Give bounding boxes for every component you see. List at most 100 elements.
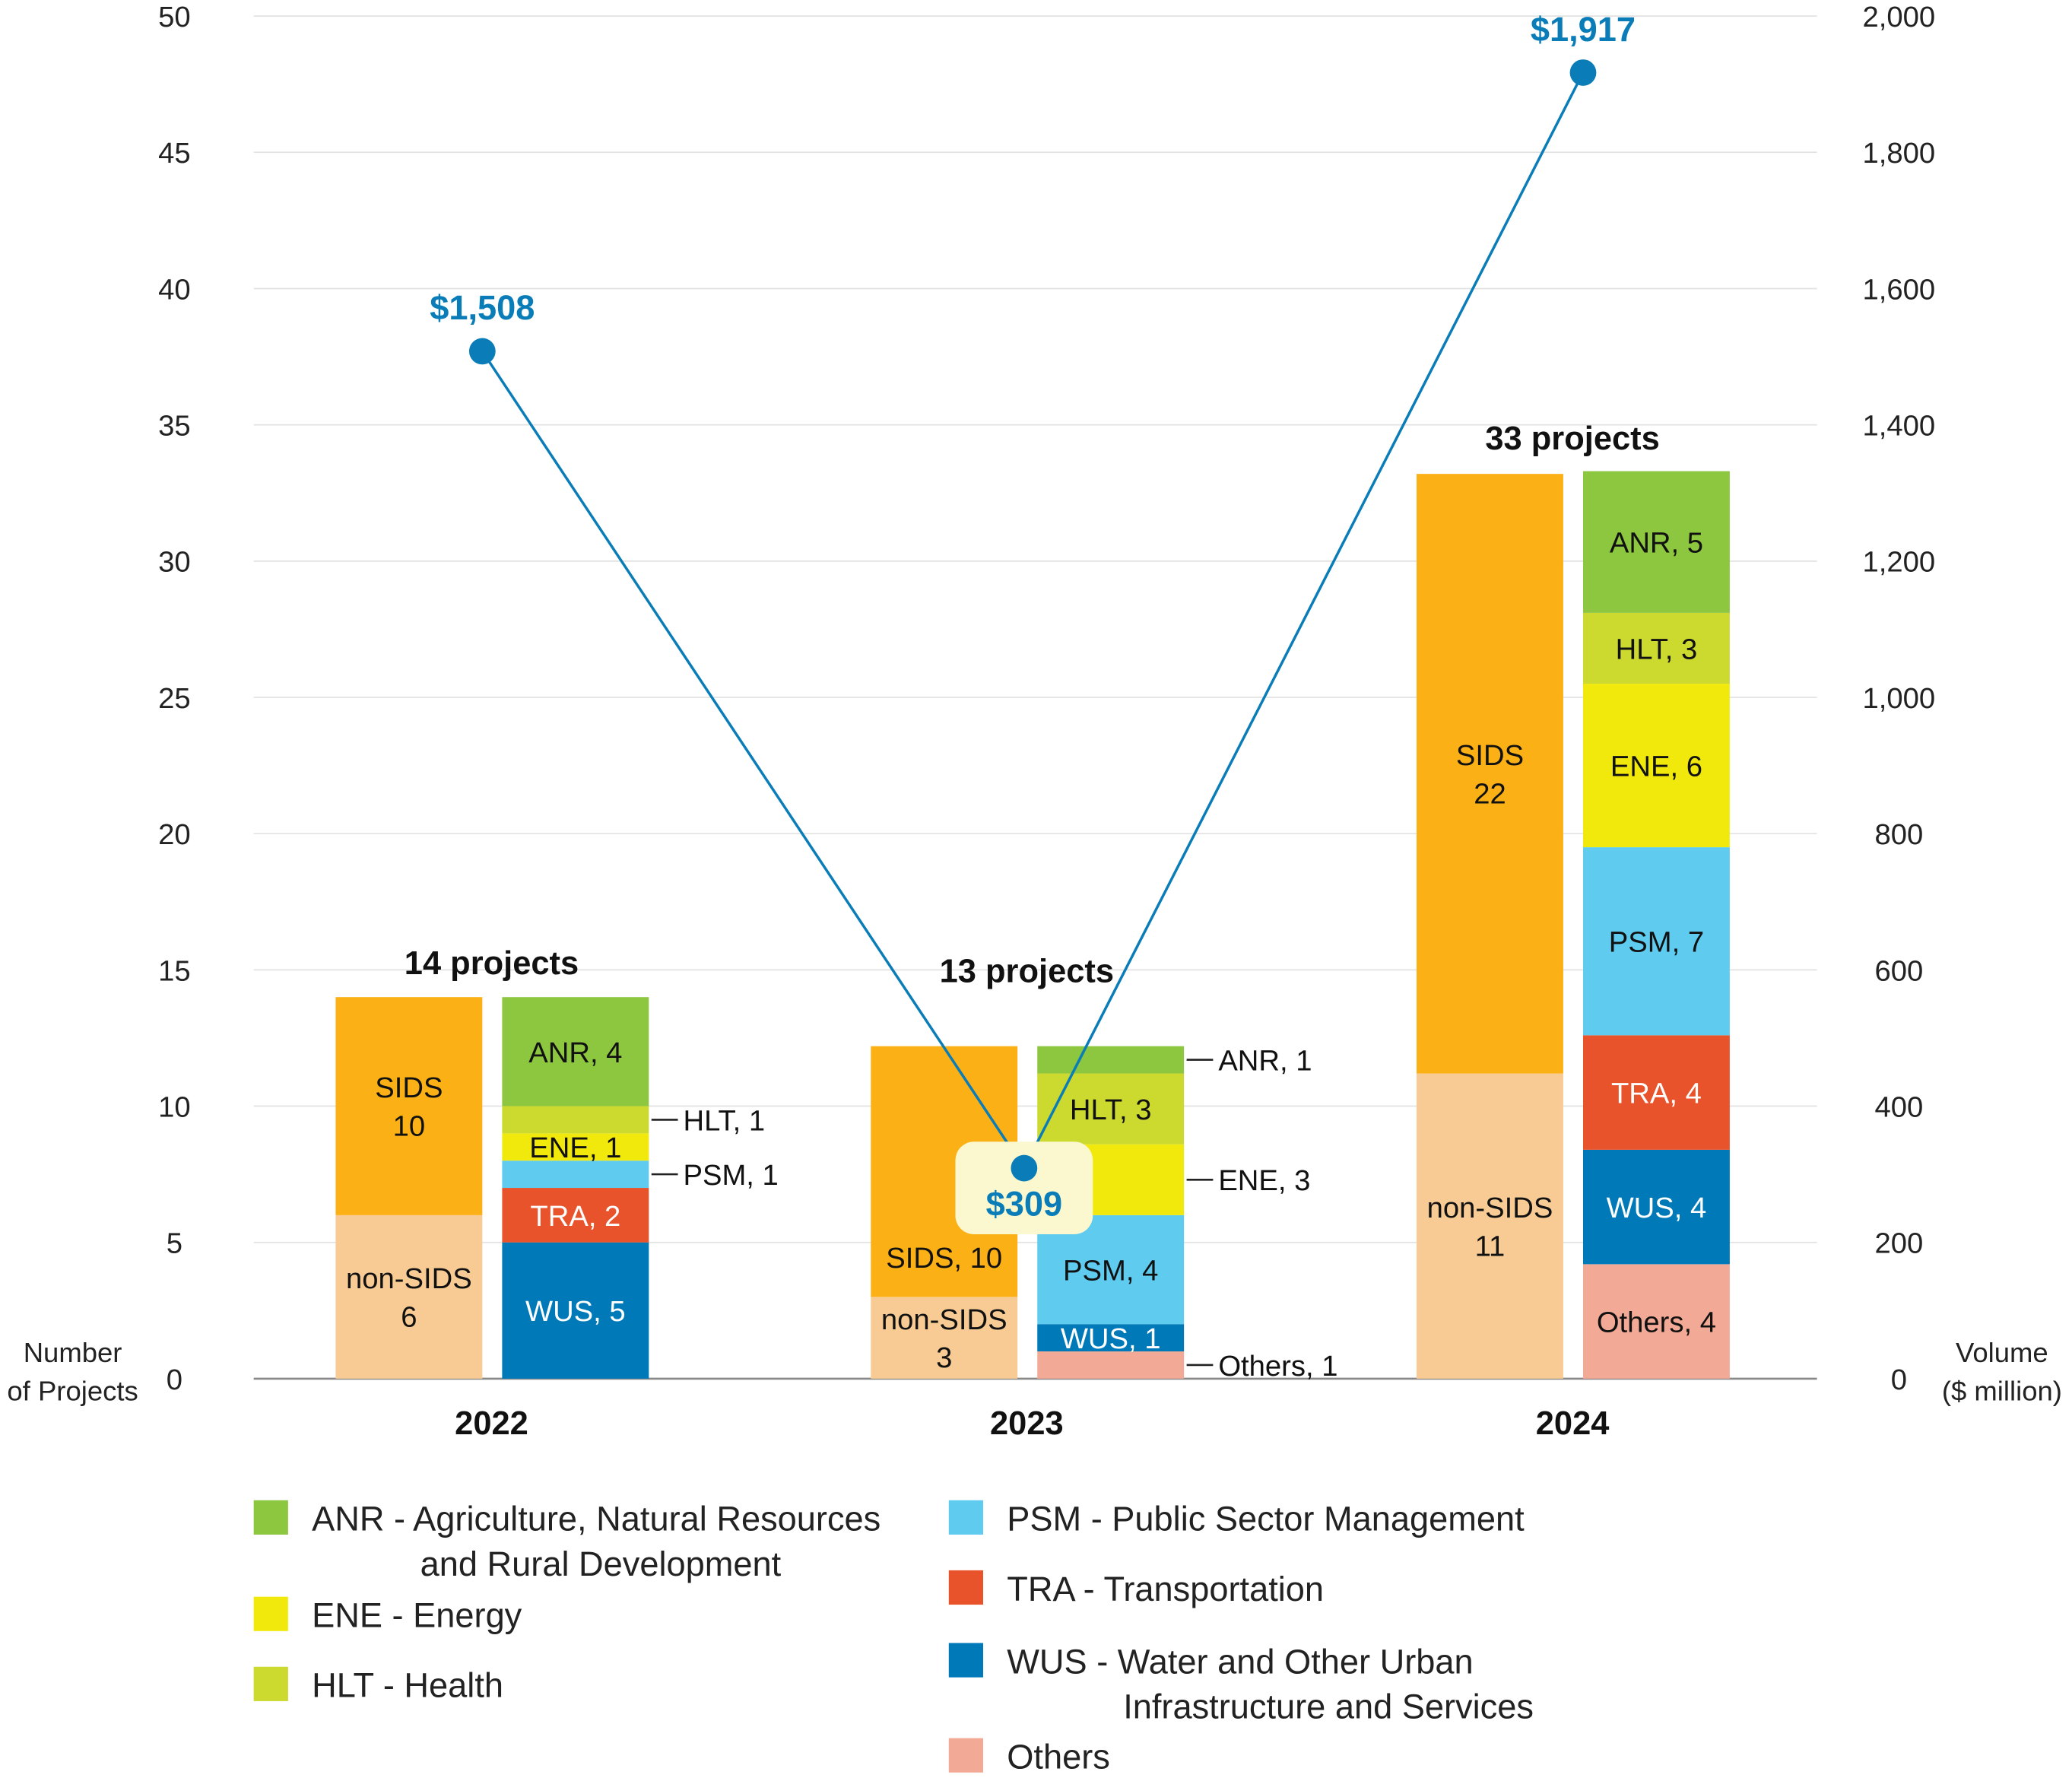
left-tick-label: 10 (158, 1091, 191, 1123)
left-tick-label-line: 50 (158, 1, 191, 33)
bar-label: TRA, 2 (530, 1200, 620, 1233)
bar-label-line: WUS, 4 (1607, 1192, 1707, 1224)
year-label-line: 2023 (990, 1405, 1064, 1442)
bar-label: non-SIDS 6 (346, 1262, 472, 1333)
bar-label-line: ANR, 4 (528, 1037, 622, 1069)
left-tick-label-line: 0 (167, 1364, 182, 1396)
bar-segment-tra (502, 1188, 649, 1243)
legend-label: ANR - Agriculture, Natural Resources (312, 1500, 881, 1538)
bar-label-line: SIDS, 10 (886, 1242, 1002, 1275)
bar-segment-psm (502, 1160, 649, 1189)
left-tick-label: 20 (158, 818, 191, 851)
right-axis-label: Volume ($ million) (1942, 1337, 2062, 1406)
bar-segment-non-sids (871, 1297, 1018, 1379)
total-projects-label-line: 14 projects (405, 945, 579, 982)
left-tick-label-line: 35 (158, 410, 191, 443)
bar-label: HLT, 3 (1070, 1094, 1152, 1126)
right-tick-label-line: 400 (1874, 1091, 1923, 1123)
legend-label: TRA - Transportation (1007, 1570, 1324, 1608)
right-tick-label-line: 1,600 (1863, 273, 1936, 306)
volume-value-label-line: $1,508 (430, 288, 535, 327)
right-tick-label: 0 (1891, 1364, 1907, 1396)
bar-segment-sids (1417, 474, 1563, 1074)
legend-label-line: TRA - Transportation (1007, 1570, 1324, 1608)
callout-label-line: ANR, 1 (1218, 1045, 1312, 1078)
legend-swatch-tra (948, 1570, 983, 1605)
legend-swatch-wus (948, 1643, 983, 1678)
left-tick-label-line: 40 (158, 273, 191, 306)
left-tick-label: 35 (158, 410, 191, 443)
bar-segment-non-sids (1417, 1073, 1563, 1379)
volume-value-label: $309 (986, 1185, 1063, 1224)
left-tick-label: 25 (158, 682, 191, 715)
volume-value-label-line: $1,917 (1531, 10, 1636, 49)
bar-segment-psm (1582, 847, 1730, 1036)
volume-point (468, 338, 496, 365)
legend-label-line: ENE - Energy (312, 1596, 522, 1635)
year-label-line: 2024 (1536, 1405, 1610, 1442)
bar-segment-sids (335, 997, 483, 1215)
legend-label-continued: and Rural Development (420, 1545, 782, 1583)
left-axis-label-line: Number (24, 1337, 122, 1368)
legend-label-continued: Infrastructure and Services (1123, 1688, 1534, 1726)
bar-label: Others, 4 (1597, 1307, 1716, 1339)
right-axis-label-line: ($ million) (1942, 1376, 2062, 1407)
legend-label: WUS - Water and Other Urban (1007, 1642, 1473, 1681)
total-projects-label-line: 33 projects (1485, 421, 1659, 457)
bar-label: ANR, 5 (1610, 527, 1703, 560)
bar-segment-others (1582, 1264, 1730, 1379)
right-tick-label-line: 1,400 (1863, 410, 1936, 443)
bar-label-line: TRA, 4 (1611, 1078, 1702, 1110)
bar-label: WUS, 5 (525, 1295, 626, 1328)
bar-label: ENE, 6 (1610, 750, 1702, 783)
left-tick-label-line: 10 (158, 1091, 191, 1123)
legend-swatch-psm (948, 1500, 983, 1535)
bar-segment-wus (502, 1242, 649, 1379)
bar-label: non-SIDS 11 (1427, 1192, 1553, 1262)
callout-label-line: PSM, 1 (683, 1159, 778, 1192)
right-tick-label-line: 0 (1891, 1364, 1907, 1396)
bar-label: non-SIDS 3 (881, 1303, 1007, 1374)
legend-label: ENE - Energy (312, 1596, 522, 1635)
bar-label-line: ANR, 5 (1610, 527, 1703, 560)
bar-label-line: SIDS (375, 1072, 443, 1104)
left-tick-label-line: 15 (158, 954, 191, 987)
right-tick-label: 1,600 (1863, 273, 1936, 306)
right-tick-label: 400 (1874, 1091, 1923, 1123)
right-tick-label: 200 (1874, 1227, 1923, 1260)
right-tick-label: 800 (1874, 818, 1923, 851)
left-axis-label-line: of Projects (7, 1376, 138, 1407)
bar-label-line: 6 (401, 1300, 417, 1333)
bar-label-line: 11 (1475, 1230, 1506, 1262)
bar-label: WUS, 4 (1607, 1192, 1707, 1224)
left-tick-label-line: 25 (158, 682, 191, 715)
callout-label: Others, 1 (1218, 1350, 1337, 1383)
right-tick-label: 1,200 (1863, 546, 1936, 579)
legend-label-line: HLT - Health (312, 1666, 503, 1705)
bar-segment-wus (1582, 1149, 1730, 1265)
bar-label-line: non-SIDS (346, 1262, 472, 1295)
left-tick-label: 40 (158, 273, 191, 306)
bar-label-line: WUS, 1 (1061, 1322, 1161, 1355)
bar-segment-others (1037, 1351, 1185, 1379)
bar-label: SIDS 10 (375, 1072, 443, 1142)
total-projects-label: 13 projects (940, 954, 1114, 990)
bar-label: SIDS 22 (1456, 739, 1524, 810)
callout-label: PSM, 1 (683, 1159, 778, 1192)
bar-label: PSM, 4 (1063, 1254, 1158, 1287)
bar-label-line: 3 (936, 1341, 952, 1374)
bar-label-line: WUS, 5 (525, 1295, 626, 1328)
volume-point (1569, 59, 1597, 86)
callout-label-line: ENE, 3 (1218, 1164, 1310, 1197)
bar-segment-anr (1582, 471, 1730, 613)
bar-segment-tra (1582, 1035, 1730, 1150)
bar-label-line: HLT, 3 (1070, 1094, 1152, 1126)
legend-swatch-anr (253, 1500, 288, 1535)
legend-label-line: Others (1007, 1738, 1110, 1776)
right-tick-label: 2,000 (1863, 1, 1936, 33)
bar-label: HLT, 3 (1616, 633, 1698, 665)
right-tick-label-line: 1,000 (1863, 682, 1936, 715)
total-projects-label: 33 projects (1485, 421, 1659, 457)
year-label: 2024 (1536, 1405, 1610, 1442)
left-tick-label: 5 (167, 1227, 182, 1260)
